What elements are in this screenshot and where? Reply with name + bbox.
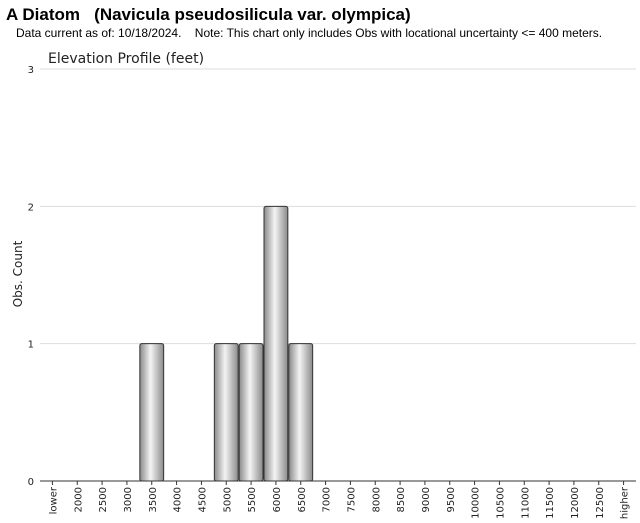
y-tick-label: 3 [28, 65, 34, 76]
x-tick-label: 8000 [371, 487, 382, 512]
bar-6500 [288, 343, 314, 482]
x-tick-label: 4000 [173, 487, 184, 512]
x-tick-label: 12500 [595, 487, 606, 519]
bar-6000 [263, 205, 289, 482]
bar-5500 [238, 343, 264, 482]
x-tick-label: 11000 [520, 487, 531, 519]
y-axis-label: Obs. Count [11, 240, 25, 307]
x-tick-label: 10000 [471, 487, 482, 519]
x-tick-label: 10500 [495, 487, 506, 519]
x-tick-label: 5000 [222, 487, 233, 512]
x-tick-label: 9500 [446, 487, 457, 512]
x-tick-label: 2000 [73, 487, 84, 512]
y-tick-label: 1 [28, 340, 34, 351]
chart-subtitle: Data current as of: 10/18/2024. Note: Th… [16, 26, 603, 40]
x-tick-label: 3500 [148, 487, 159, 512]
y-tick-label: 2 [28, 202, 34, 213]
y-tick-label: 0 [28, 477, 34, 488]
x-tick-label: higher [620, 486, 631, 519]
x-tick-label: 2500 [98, 487, 109, 512]
x-tick-label: 4500 [197, 487, 208, 512]
x-tick-label: 9000 [421, 487, 432, 512]
x-tick-label: 11500 [545, 487, 556, 519]
x-tick-label: 12000 [570, 487, 581, 519]
x-tick-label: 7500 [346, 487, 357, 512]
x-tick-label: 6000 [272, 487, 283, 512]
x-tick-label: 8500 [396, 487, 407, 512]
bar-3500 [139, 343, 165, 482]
x-tick-label: 6500 [297, 487, 308, 512]
bar-5000 [213, 343, 239, 482]
x-tick-label: lower [48, 486, 59, 514]
chart-title: A Diatom (Navicula pseudosilicula var. o… [6, 5, 411, 24]
x-tick-label: 5500 [247, 487, 258, 512]
x-tick-label: 7000 [322, 487, 333, 512]
x-tick-label: 3000 [123, 487, 134, 512]
plot-title: Elevation Profile (feet) [48, 51, 204, 67]
